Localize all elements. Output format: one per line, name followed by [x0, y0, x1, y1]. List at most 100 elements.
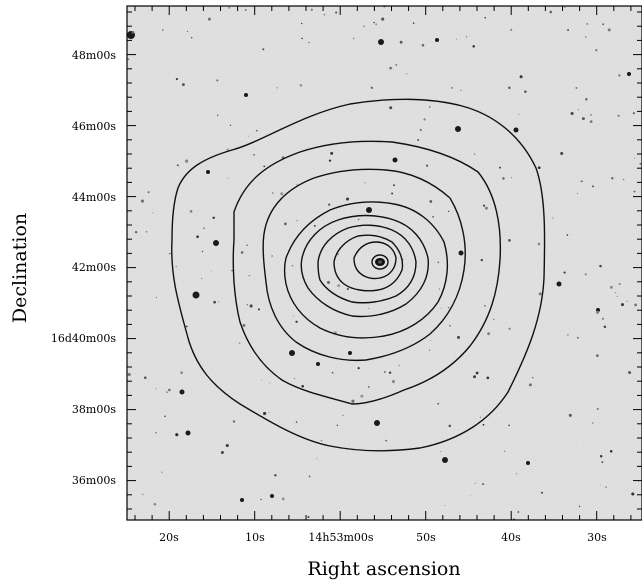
- faint-source: [584, 273, 587, 276]
- y-tick-label: 42m00s: [72, 261, 116, 274]
- faint-source: [537, 166, 541, 169]
- faint-source: [313, 225, 316, 227]
- faint-source: [217, 301, 220, 303]
- faint-source: [391, 192, 394, 195]
- faint-source: [261, 379, 263, 381]
- faint-source: [213, 300, 216, 304]
- x-tick-label: 14h53m00s: [308, 531, 374, 544]
- faint-source: [226, 148, 229, 151]
- faint-source: [430, 340, 432, 342]
- faint-source: [147, 191, 150, 194]
- faint-source: [631, 492, 635, 496]
- faint-source: [577, 109, 579, 111]
- faint-source: [552, 217, 554, 219]
- star: [316, 362, 320, 366]
- faint-source: [503, 450, 506, 452]
- faint-source: [473, 153, 476, 155]
- faint-source: [549, 10, 553, 14]
- faint-source: [614, 292, 617, 294]
- faint-source: [328, 203, 331, 206]
- faint-source: [276, 87, 278, 89]
- faint-source: [486, 376, 490, 380]
- x-tick-labels: 20s 10s 14h53m00s 50s 40s 30s: [159, 531, 607, 544]
- faint-source: [175, 433, 179, 437]
- faint-source: [166, 391, 168, 393]
- faint-source: [465, 36, 468, 38]
- faint-source: [337, 253, 339, 256]
- faint-source: [480, 258, 483, 262]
- faint-source: [524, 90, 527, 93]
- faint-source: [473, 375, 476, 379]
- faint-source: [448, 210, 450, 213]
- faint-source: [470, 495, 471, 496]
- x-tick-label: 30s: [587, 531, 607, 544]
- faint-source: [482, 423, 485, 426]
- faint-source: [609, 450, 613, 453]
- faint-source: [383, 371, 386, 373]
- faint-source: [346, 287, 350, 291]
- faint-source: [602, 23, 605, 26]
- faint-source: [217, 114, 219, 116]
- faint-source: [328, 159, 332, 162]
- faint-source: [560, 152, 564, 155]
- faint-source: [330, 151, 334, 155]
- faint-source: [444, 504, 446, 506]
- faint-source: [482, 204, 486, 207]
- faint-source: [175, 78, 178, 81]
- faint-source: [592, 185, 594, 188]
- faint-source: [632, 112, 635, 115]
- contour-level-6: [317, 224, 417, 304]
- faint-source: [262, 48, 265, 51]
- star: [442, 457, 448, 463]
- faint-source: [378, 231, 380, 233]
- faint-source: [240, 251, 244, 254]
- faint-source: [510, 177, 512, 179]
- star: [458, 250, 464, 256]
- faint-source: [201, 250, 204, 253]
- faint-source: [628, 370, 632, 375]
- faint-source: [437, 402, 440, 405]
- faint-source: [253, 154, 255, 156]
- faint-source: [393, 184, 395, 187]
- star: [627, 72, 631, 76]
- x-tick-label: 50s: [416, 531, 436, 544]
- faint-source: [375, 23, 378, 26]
- faint-source: [498, 166, 502, 169]
- faint-source: [482, 483, 485, 486]
- faint-source: [295, 421, 298, 423]
- faint-source: [479, 416, 482, 418]
- faint-source: [531, 376, 534, 379]
- faint-source: [271, 255, 273, 257]
- faint-source: [634, 157, 636, 159]
- faint-source: [618, 282, 621, 286]
- faint-source: [175, 265, 177, 268]
- contour-level-1: [171, 98, 546, 452]
- faint-source: [238, 342, 241, 344]
- faint-source: [385, 439, 387, 442]
- faint-source: [570, 112, 574, 115]
- central-galaxy: [375, 258, 385, 266]
- faint-source: [367, 386, 370, 388]
- y-tick-label: 44m00s: [72, 191, 116, 204]
- faint-source: [585, 36, 587, 38]
- faint-source: [516, 473, 518, 475]
- faint-source: [601, 461, 604, 463]
- faint-source: [210, 270, 212, 272]
- star: [289, 350, 295, 356]
- faint-source: [274, 474, 277, 477]
- faint-source: [508, 424, 510, 427]
- faint-source: [581, 180, 583, 183]
- faint-source: [307, 515, 310, 519]
- faint-source: [518, 113, 520, 115]
- faint-source: [585, 97, 588, 100]
- faint-source: [168, 388, 171, 392]
- faint-source: [492, 318, 495, 321]
- faint-source: [269, 383, 271, 385]
- faint-source: [155, 388, 157, 390]
- star: [392, 157, 398, 163]
- faint-source: [127, 58, 130, 61]
- faint-source: [428, 349, 430, 351]
- faint-source: [144, 376, 147, 379]
- faint-source: [423, 118, 426, 121]
- faint-source: [609, 285, 613, 289]
